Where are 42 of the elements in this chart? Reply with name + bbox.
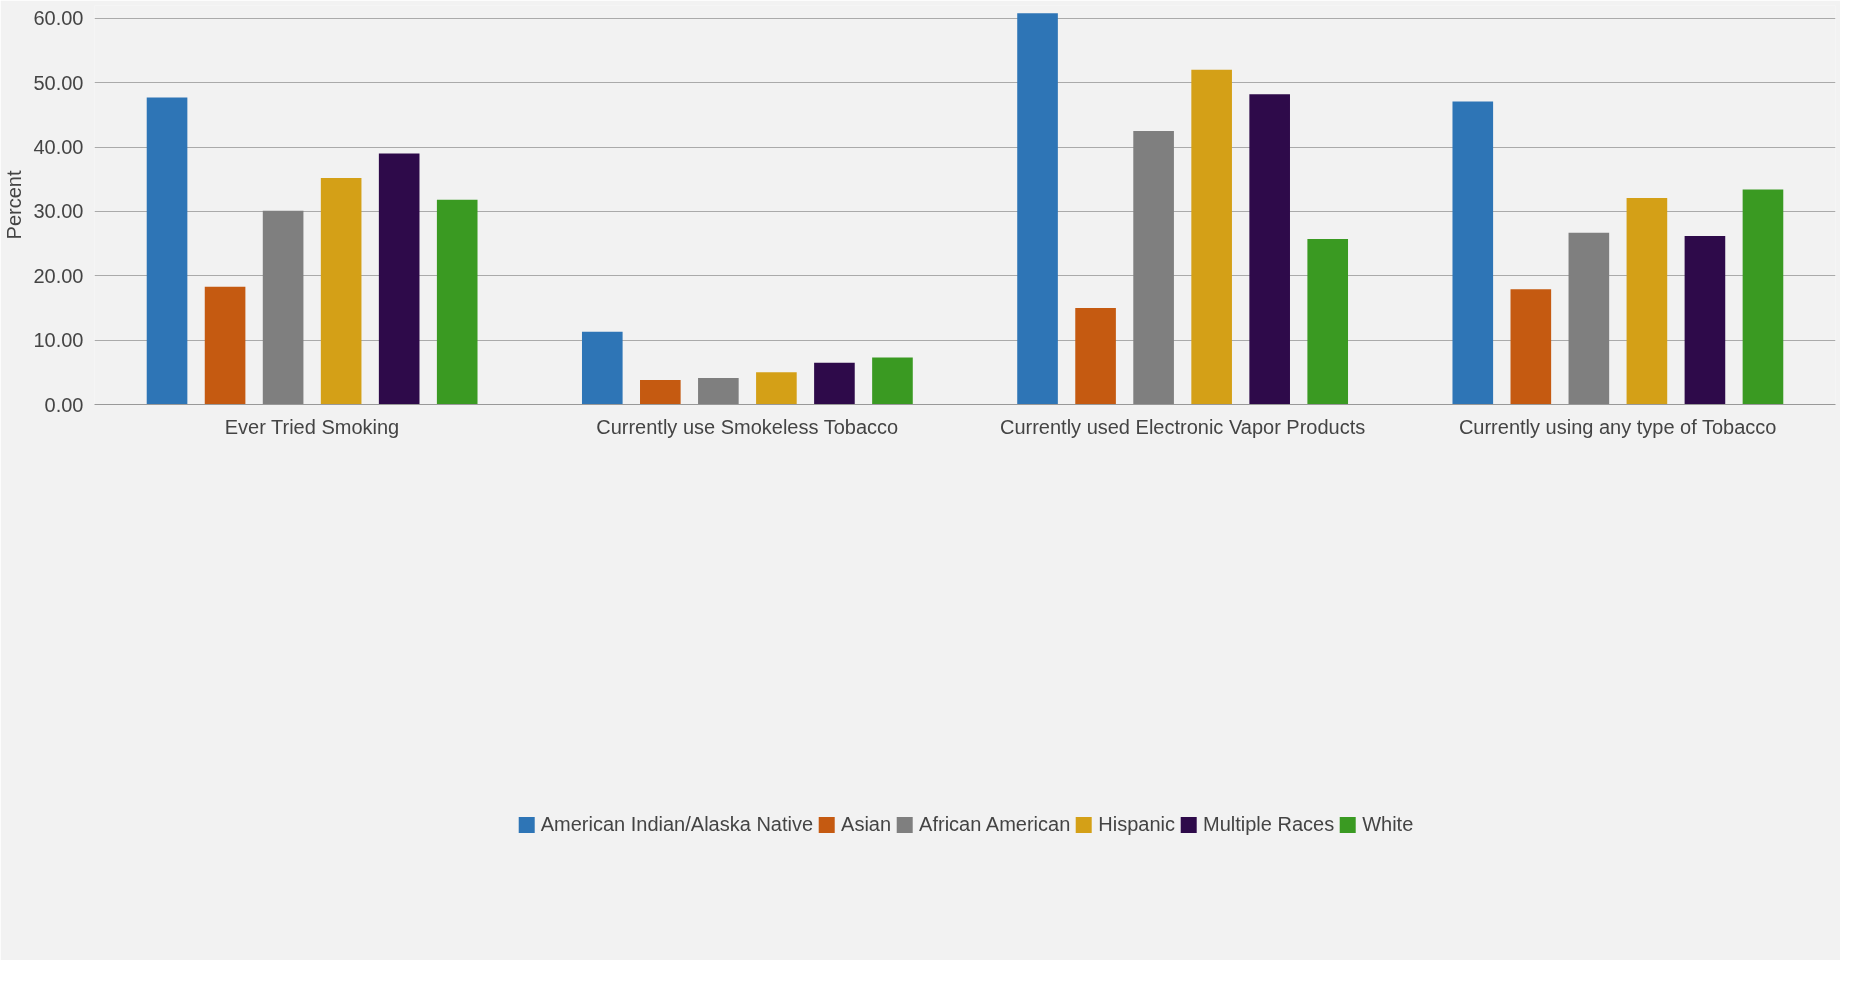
bar (872, 357, 913, 405)
y-tick-label: 10.00 (33, 329, 84, 352)
bar (640, 380, 681, 405)
x-tick-label: Currently used Electronic Vapor Products (999, 415, 1366, 438)
bar (262, 210, 304, 405)
bar (1452, 101, 1494, 405)
bar (1191, 69, 1232, 405)
legend-label: American Indian/Alaska Native (540, 812, 814, 836)
legend-label: Multiple Races (1202, 812, 1335, 836)
bar (581, 331, 623, 405)
legend-label: Asian (841, 812, 892, 836)
bar (814, 362, 855, 405)
y-tick-label: 30.00 (33, 200, 84, 223)
bar (1742, 189, 1784, 405)
y-tick-label: 60.00 (33, 7, 84, 30)
y-axis-title: Percent (3, 170, 26, 240)
bar (1017, 13, 1058, 405)
bar (1133, 130, 1174, 405)
legend-label: Hispanic (1098, 812, 1175, 836)
x-tick-label: Currently using any type of Tobacco (1458, 415, 1777, 438)
bar (1307, 239, 1349, 405)
bar (1510, 289, 1552, 405)
y-tick-label: 50.00 (33, 71, 84, 94)
bar (698, 378, 739, 405)
legend-label: White (1362, 812, 1414, 836)
bar (1626, 197, 1668, 405)
legend-label: African American (919, 812, 1071, 836)
bar (1249, 94, 1290, 405)
bar (146, 97, 188, 405)
y-tick-label: 40.00 (33, 136, 84, 159)
bar (436, 199, 478, 405)
x-tick-label: Currently use Smokeless Tobacco (596, 415, 899, 438)
bar (1568, 232, 1610, 405)
y-tick-label: 0.00 (44, 393, 84, 416)
bar (204, 286, 246, 405)
bar (378, 153, 420, 405)
x-tick-label: Ever Tried Smoking (224, 415, 400, 438)
y-tick-label: 20.00 (33, 264, 84, 287)
bar (320, 177, 362, 405)
bar (1684, 235, 1726, 405)
bar (756, 372, 797, 405)
bar (1075, 307, 1116, 405)
